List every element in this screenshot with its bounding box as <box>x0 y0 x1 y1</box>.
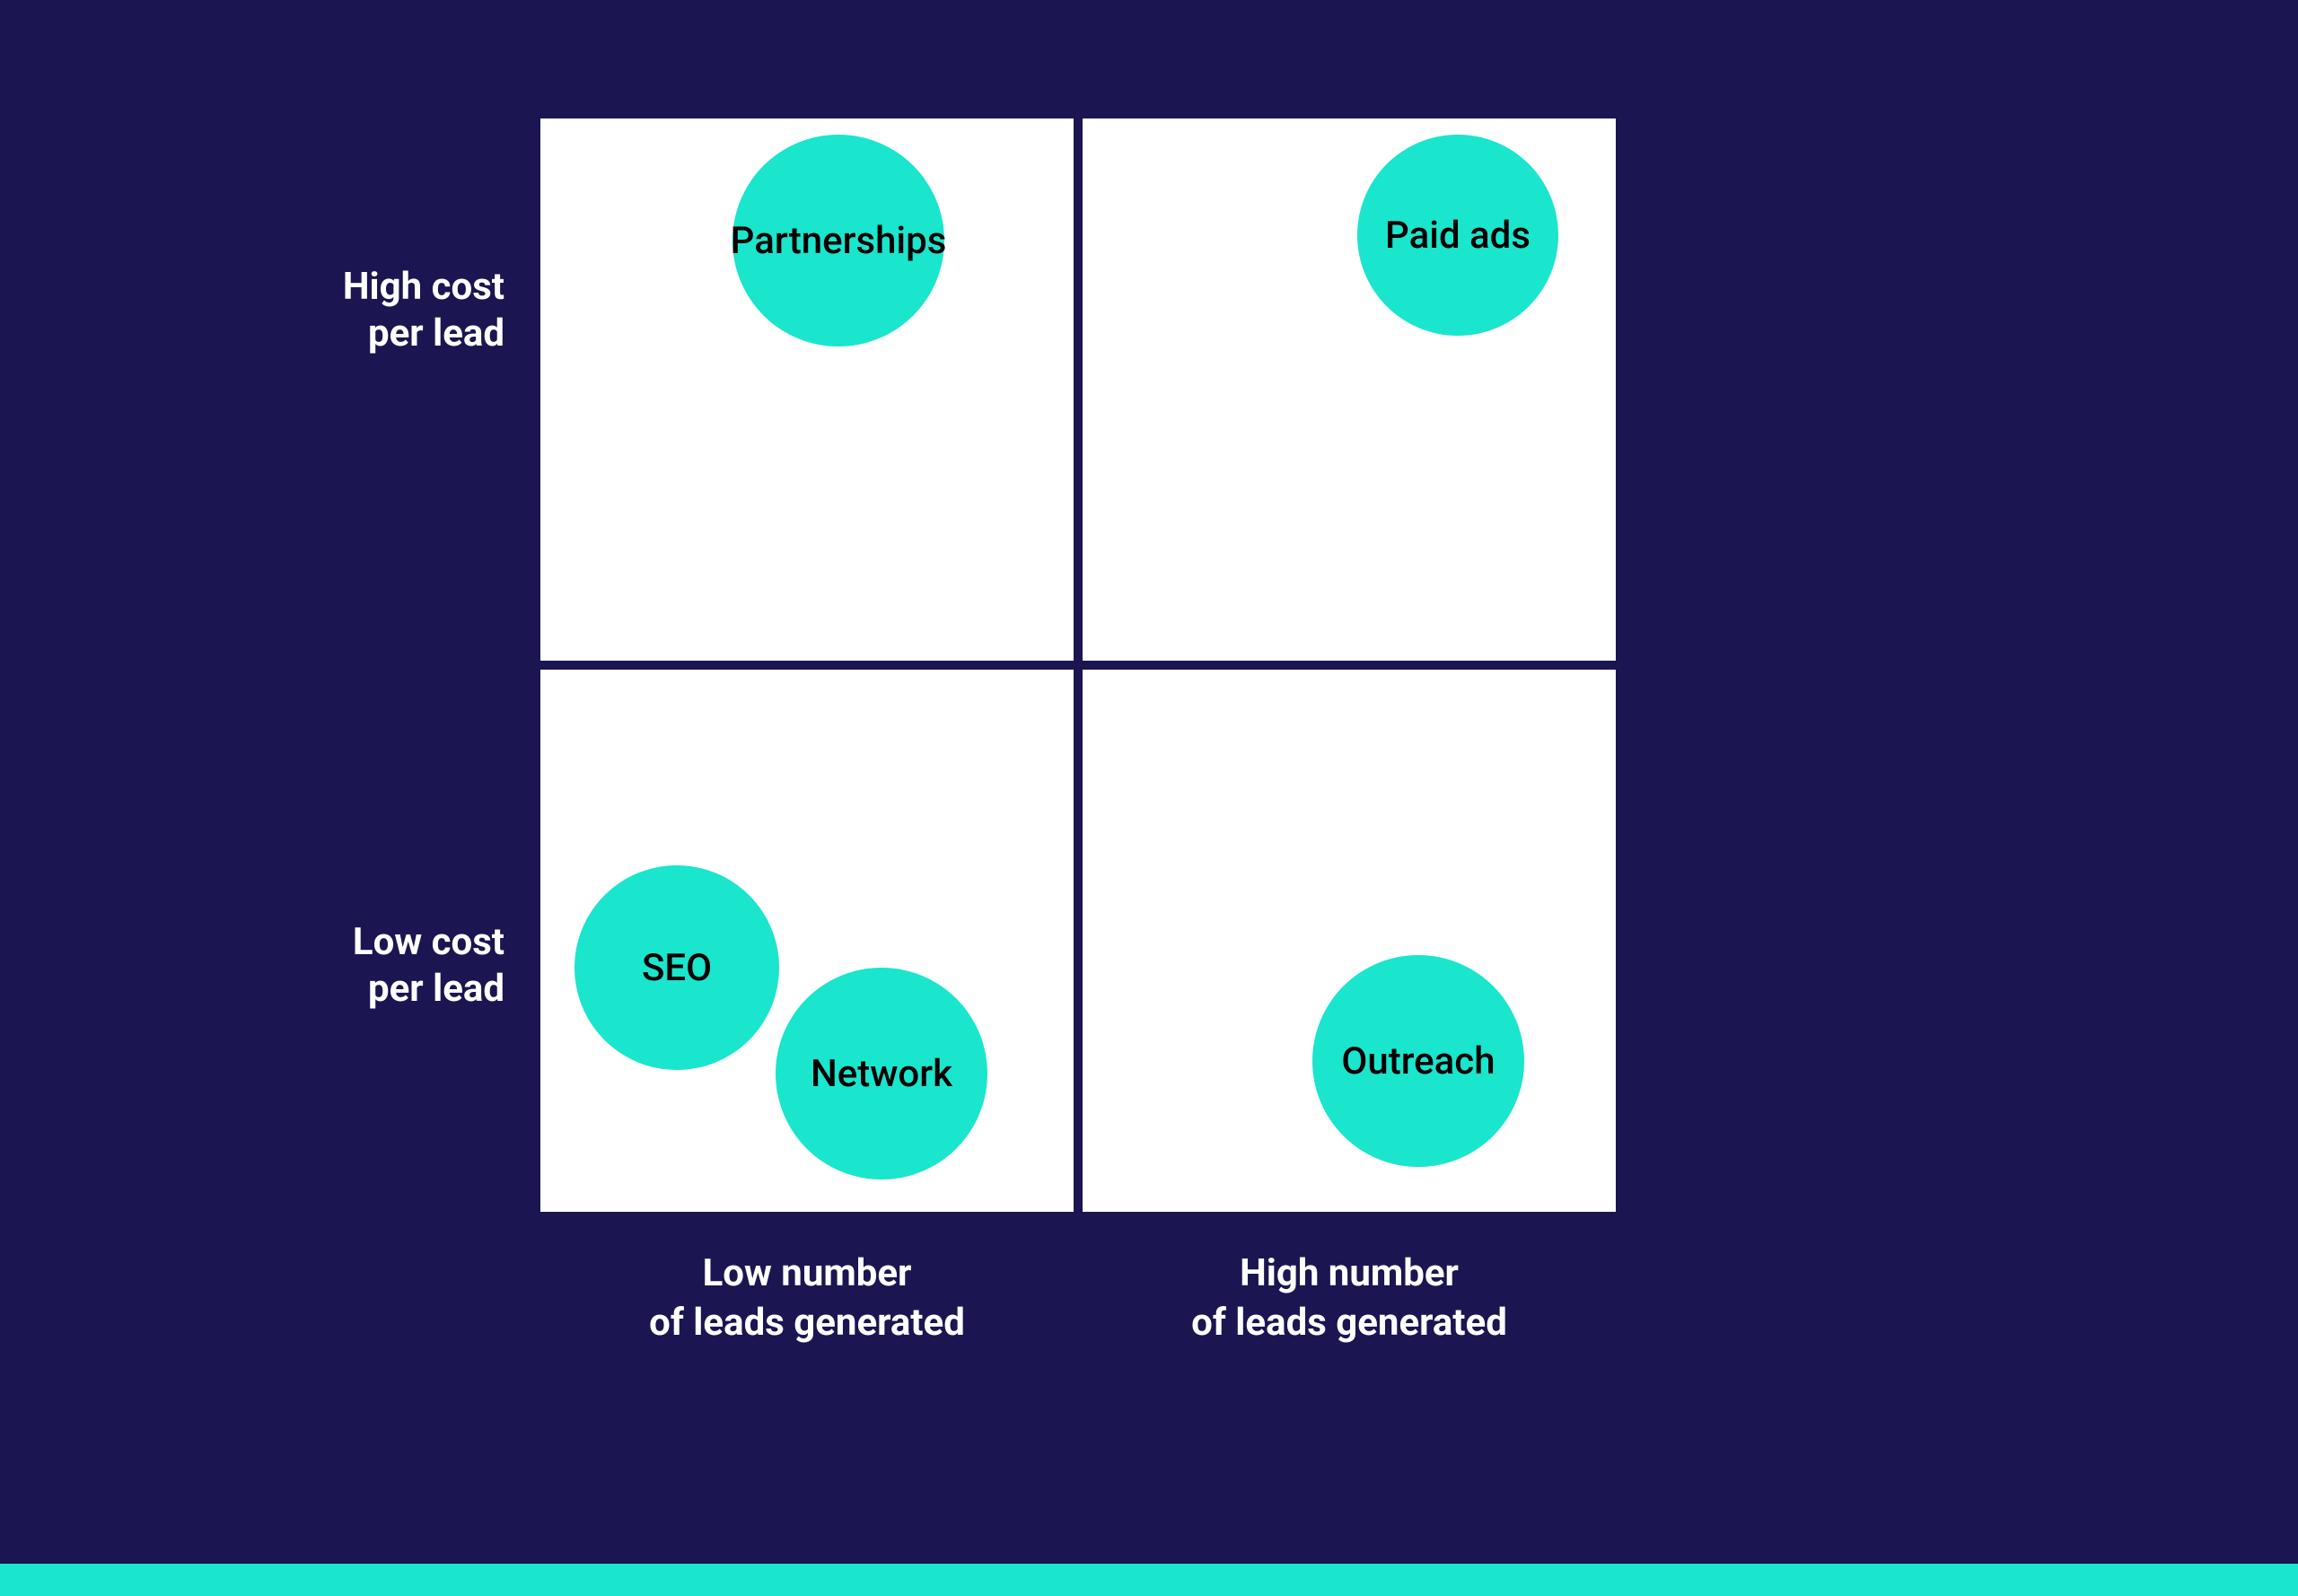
bubble-label-seo: SEO <box>642 946 712 990</box>
y-axis-label-top: High cost per lead <box>181 264 504 358</box>
bubble-network: Network <box>776 968 987 1179</box>
y-axis-label-top-line1: High cost <box>343 265 504 309</box>
bubble-label-outreach: Outreach <box>1341 1039 1495 1083</box>
bubble-outreach: Outreach <box>1312 955 1524 1167</box>
bubble-label-partnerships: Partnerships <box>731 219 947 263</box>
y-axis-label-top-line2: per lead <box>368 311 504 355</box>
y-axis-label-bottom: Low cost per lead <box>181 919 504 1013</box>
bottom-accent-bar <box>0 1564 2298 1596</box>
bubble-partnerships: Partnerships <box>732 135 944 346</box>
x-axis-label-right-line1: High number <box>1240 1251 1459 1295</box>
bubble-paid-ads: Paid ads <box>1357 135 1558 336</box>
x-axis-label-left-line1: Low number <box>703 1251 912 1295</box>
x-axis-label-right-line2: of leads generated <box>1191 1301 1507 1345</box>
bubble-label-network: Network <box>811 1052 952 1096</box>
bubble-label-paid-ads: Paid ads <box>1385 214 1531 258</box>
x-axis-label-left: Low number of leads generated <box>540 1250 1074 1347</box>
y-axis-label-bottom-line1: Low cost <box>353 920 504 964</box>
x-axis-label-left-line2: of leads generated <box>649 1301 965 1345</box>
bubble-seo: SEO <box>574 865 779 1070</box>
x-axis-label-right: High number of leads generated <box>1083 1250 1616 1347</box>
y-axis-label-bottom-line2: per lead <box>368 967 504 1011</box>
